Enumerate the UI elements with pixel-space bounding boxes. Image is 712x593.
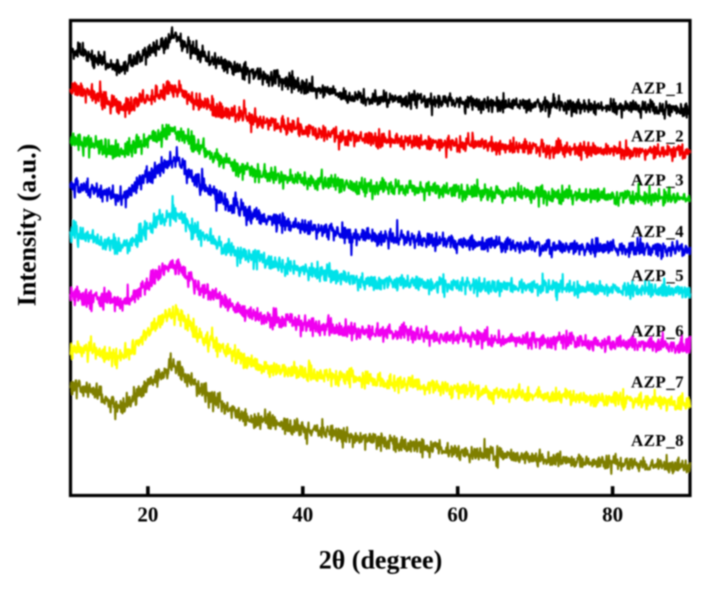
svg-text:60: 60 [447, 503, 468, 527]
svg-text:AZP_8: AZP_8 [631, 431, 684, 450]
svg-text:2θ (degree): 2θ (degree) [319, 546, 443, 575]
svg-text:AZP_1: AZP_1 [631, 79, 684, 98]
svg-text:AZP_7: AZP_7 [631, 373, 684, 392]
svg-text:AZP_4: AZP_4 [631, 222, 684, 241]
svg-text:20: 20 [137, 503, 158, 527]
svg-text:AZP_5: AZP_5 [631, 266, 684, 285]
svg-text:AZP_3: AZP_3 [631, 171, 684, 190]
svg-text:AZP_6: AZP_6 [631, 322, 684, 341]
svg-text:AZP_2: AZP_2 [631, 127, 684, 146]
svg-text:40: 40 [292, 503, 313, 527]
svg-text:Intensity (a.u.): Intensity (a.u.) [13, 144, 42, 307]
svg-text:80: 80 [602, 503, 623, 527]
